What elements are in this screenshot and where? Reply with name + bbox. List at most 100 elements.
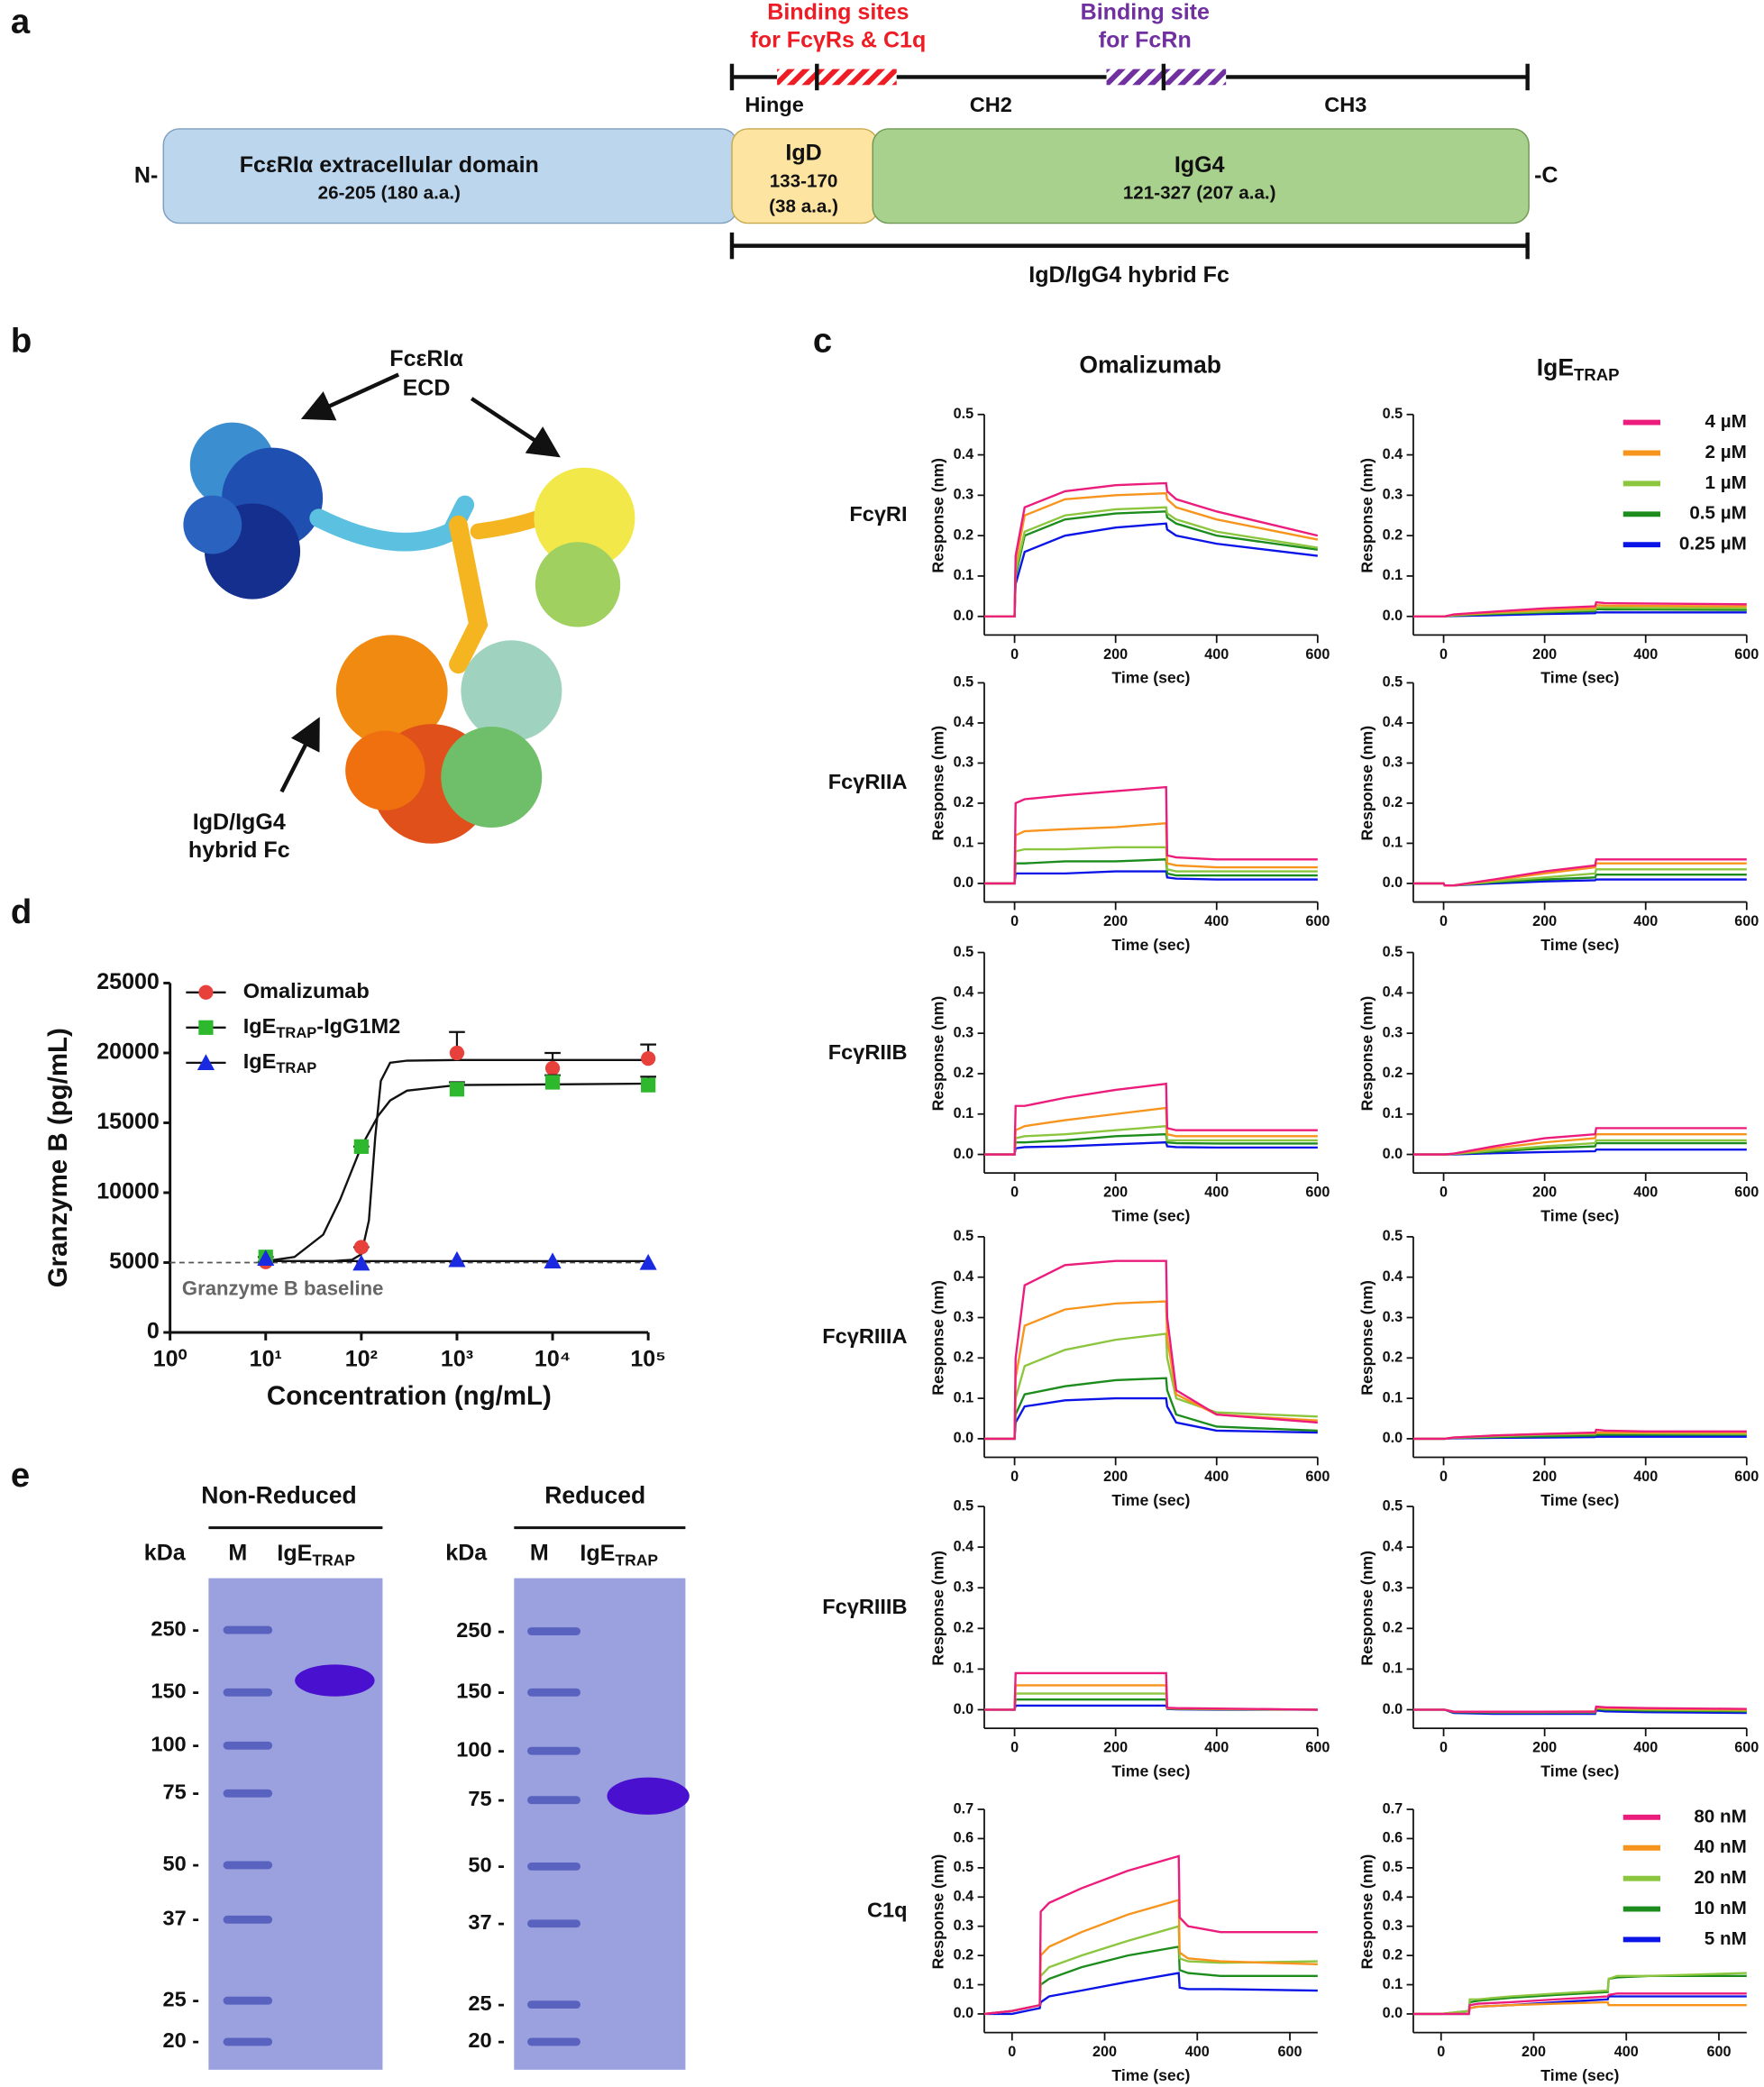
y-tick-label: 0.7 [954, 1800, 974, 1817]
y-tick-label: 0.0 [954, 608, 974, 624]
structure-label: hybrid Fc [188, 838, 290, 863]
y-axis-title: Response (nm) [929, 1280, 947, 1396]
y-tick-label: 0.1 [954, 835, 974, 851]
data-point [639, 1253, 657, 1270]
y-tick-label: 0.1 [1383, 835, 1403, 851]
x-tick-label: 10³ [441, 1347, 473, 1372]
marker-band [527, 2037, 580, 2046]
y-tick-label: 0.0 [954, 2005, 974, 2021]
x-tick-label: 400 [1204, 1469, 1229, 1485]
binding-curve [983, 1377, 1318, 1441]
y-tick-label: 0.0 [1383, 608, 1403, 624]
x-tick-label: 400 [1204, 1740, 1229, 1756]
y-tick-label: 0.4 [954, 1889, 974, 1905]
y-axis-title: Response (nm) [1358, 1551, 1376, 1666]
y-tick-label: 0.5 [1383, 674, 1403, 691]
legend-label: IgETRAP [243, 1049, 317, 1077]
binding-curve [983, 1692, 1318, 1711]
lane-label: IgETRAP [580, 1541, 658, 1569]
text-segment: IgE [243, 1014, 277, 1038]
y-tick-label: 0.1 [1383, 1389, 1403, 1405]
x-tick-label: 400 [1633, 913, 1658, 929]
y-tick-label: 10000 [96, 1179, 160, 1204]
binding-curve [1412, 1974, 1747, 2016]
binding-curve [983, 870, 1318, 885]
lane-label: M [228, 1541, 247, 1566]
y-tick-label: 0.4 [1383, 714, 1403, 730]
lane-label: IgETRAP [277, 1541, 355, 1569]
marker-label: 150 - [456, 1680, 505, 1703]
y-tick-label: 0.6 [1383, 1830, 1403, 1846]
binding-curve [1412, 600, 1747, 618]
legend-label: 10 nM [1694, 1898, 1746, 1918]
y-tick-label: 0.5 [954, 406, 974, 422]
binding-curve [983, 1898, 1318, 2016]
y-tick-label: 0.3 [954, 1579, 974, 1596]
binding-curve [983, 785, 1318, 885]
x-tick-label: 200 [1103, 1740, 1128, 1756]
structure-label: FcεRIα [389, 346, 463, 371]
structure-label: IgD/IgG4 [193, 810, 286, 835]
y-tick-label: 0.5 [1383, 1859, 1403, 1875]
region-label: CH3 [1324, 93, 1366, 116]
y-tick-label: 0.1 [1383, 1105, 1403, 1121]
binding-curve [1412, 1127, 1747, 1156]
y-tick-label: 0.3 [954, 755, 974, 771]
y-tick-label: 0.4 [1383, 1889, 1403, 1905]
x-tick-label: 200 [1103, 1469, 1128, 1485]
y-tick-label: 0.3 [1383, 1579, 1403, 1596]
marker-band [527, 1627, 580, 1635]
legend-label: 80 nM [1694, 1806, 1746, 1826]
x-tick-label: 0 [1010, 1185, 1019, 1201]
y-tick-label: 0.2 [954, 1946, 974, 1963]
marker-band [223, 1741, 273, 1750]
legend-label: 5 nM [1705, 1928, 1747, 1949]
x-tick-label: 600 [1734, 913, 1759, 929]
y-tick-label: 0.0 [954, 1430, 974, 1446]
marker-label: 100 - [151, 1733, 199, 1756]
legend-label: Omalizumab [243, 979, 370, 1002]
y-tick-label: 0.1 [1383, 567, 1403, 583]
y-axis-title: Response (nm) [929, 1551, 947, 1666]
y-axis-title: Granzyme B (pg/mL) [43, 1028, 73, 1287]
binding-curve [983, 1671, 1318, 1711]
binding-site-label: for FcRn [1099, 27, 1192, 52]
y-tick-label: 0.4 [1383, 446, 1403, 462]
marker-band [527, 1688, 580, 1697]
y-tick-label: 0.0 [954, 874, 974, 891]
marker-label: 75 - [162, 1780, 199, 1804]
y-tick-label: 0.1 [954, 1661, 974, 1677]
binding-curve [983, 1332, 1318, 1441]
x-tick-label: 600 [1305, 1469, 1330, 1485]
row-label: C1q [867, 1899, 908, 1922]
data-point [544, 1075, 561, 1090]
marker-label: 20 - [468, 2028, 505, 2052]
panel-label: d [11, 892, 32, 931]
y-tick-label: 0 [147, 1319, 160, 1344]
y-tick-label: 0.4 [1383, 984, 1403, 1001]
x-tick-label: 600 [1734, 1740, 1759, 1756]
kda-label: kDa [144, 1541, 187, 1566]
y-tick-label: 0.0 [1383, 2005, 1403, 2021]
marker-band [223, 1688, 273, 1697]
x-tick-label: 0 [1010, 1740, 1019, 1756]
y-tick-label: 0.2 [954, 1350, 974, 1366]
x-tick-label: 200 [1092, 2044, 1117, 2060]
x-axis-title: Time (sec) [1111, 669, 1190, 687]
y-tick-label: 0.7 [1383, 1800, 1403, 1817]
y-tick-label: 0.2 [1383, 1620, 1403, 1636]
x-tick-label: 600 [1734, 646, 1759, 663]
domain-range: (38 a.a.) [769, 196, 838, 216]
marker-label: 37 - [162, 1907, 199, 1930]
x-axis-title: Concentration (ng/mL) [267, 1381, 552, 1411]
x-tick-label: 600 [1305, 913, 1330, 929]
text-segment: TRAP [276, 1026, 316, 1042]
y-tick-label: 20000 [96, 1039, 160, 1065]
binding-curve [1412, 1428, 1747, 1441]
x-tick-label: 0 [1437, 2044, 1445, 2060]
x-tick-label: 200 [1532, 913, 1557, 929]
data-point [352, 1254, 370, 1271]
marker-band [527, 1862, 580, 1871]
x-tick-label: 10⁰ [153, 1347, 187, 1372]
marker-label: 250 - [456, 1618, 505, 1642]
